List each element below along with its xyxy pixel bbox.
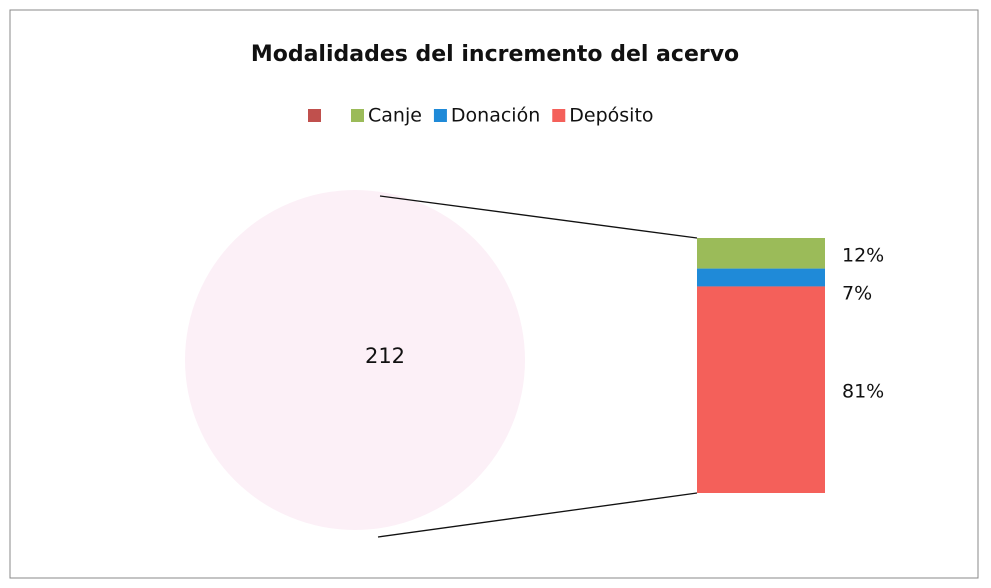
legend-marker — [308, 109, 321, 122]
connector-line — [379, 195, 698, 239]
legend-label: Depósito — [569, 105, 653, 127]
pie-slice — [185, 190, 525, 530]
data-label: 7% — [842, 283, 872, 305]
legend-marker — [552, 109, 566, 122]
legend-label: Canje — [368, 105, 422, 127]
legend-marker — [433, 109, 447, 122]
legend-marker — [351, 109, 364, 122]
legend-label: Donación — [451, 105, 540, 127]
pie-label: 212 — [365, 344, 405, 368]
data-label: 12% — [842, 245, 884, 267]
bar-segment — [697, 286, 825, 493]
bar-segment — [697, 238, 825, 269]
connector-line — [377, 492, 698, 538]
chart-title: Modalidades del incremento del acervo — [251, 42, 739, 67]
bar-segment — [697, 268, 825, 287]
data-label: 81% — [842, 381, 884, 403]
